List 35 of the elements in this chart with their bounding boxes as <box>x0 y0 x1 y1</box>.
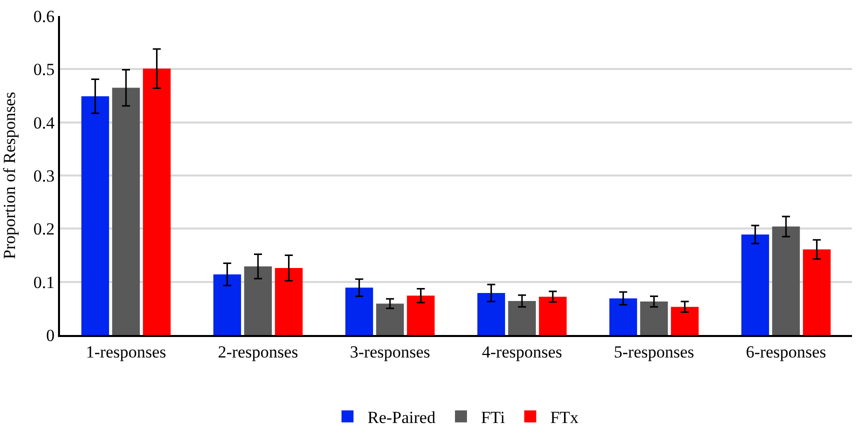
y-tick-label: 0.2 <box>33 220 55 239</box>
bar <box>81 96 110 335</box>
bar <box>508 300 536 335</box>
x-tick-label: 4-responses <box>482 342 562 362</box>
y-tick-label: 0.5 <box>33 60 55 80</box>
bar <box>345 288 374 335</box>
bar <box>772 226 800 335</box>
bar <box>142 68 171 335</box>
legend-label: FTi <box>480 408 506 427</box>
bar <box>741 234 770 335</box>
legend-label: Re-Paired <box>368 408 436 427</box>
bar <box>213 274 242 335</box>
bar <box>376 304 404 335</box>
y-tick-label: 0.4 <box>33 113 56 132</box>
bar <box>406 296 435 335</box>
y-tick-label: 0.6 <box>33 6 55 26</box>
bar <box>274 268 303 335</box>
y-axis-title: Proportion of Responses <box>0 92 19 260</box>
x-tick-label: 3-responses <box>350 342 430 362</box>
bar <box>244 266 272 335</box>
bar <box>802 249 831 335</box>
y-tick-label: 0.1 <box>33 272 55 292</box>
bar <box>640 302 668 335</box>
x-tick-label: 1-responses <box>86 342 166 362</box>
bar <box>670 306 699 335</box>
bar <box>609 298 638 335</box>
legend-label: FTx <box>550 408 580 427</box>
x-tick-label: 2-responses <box>218 342 298 362</box>
x-tick-label: 6-responses <box>746 342 826 362</box>
bar <box>112 88 140 335</box>
x-tick-label: 5-responses <box>614 342 694 362</box>
bar <box>538 296 567 335</box>
bar <box>477 293 506 335</box>
y-tick-label: 0.3 <box>33 166 55 186</box>
y-tick-label: 0 <box>46 326 55 345</box>
